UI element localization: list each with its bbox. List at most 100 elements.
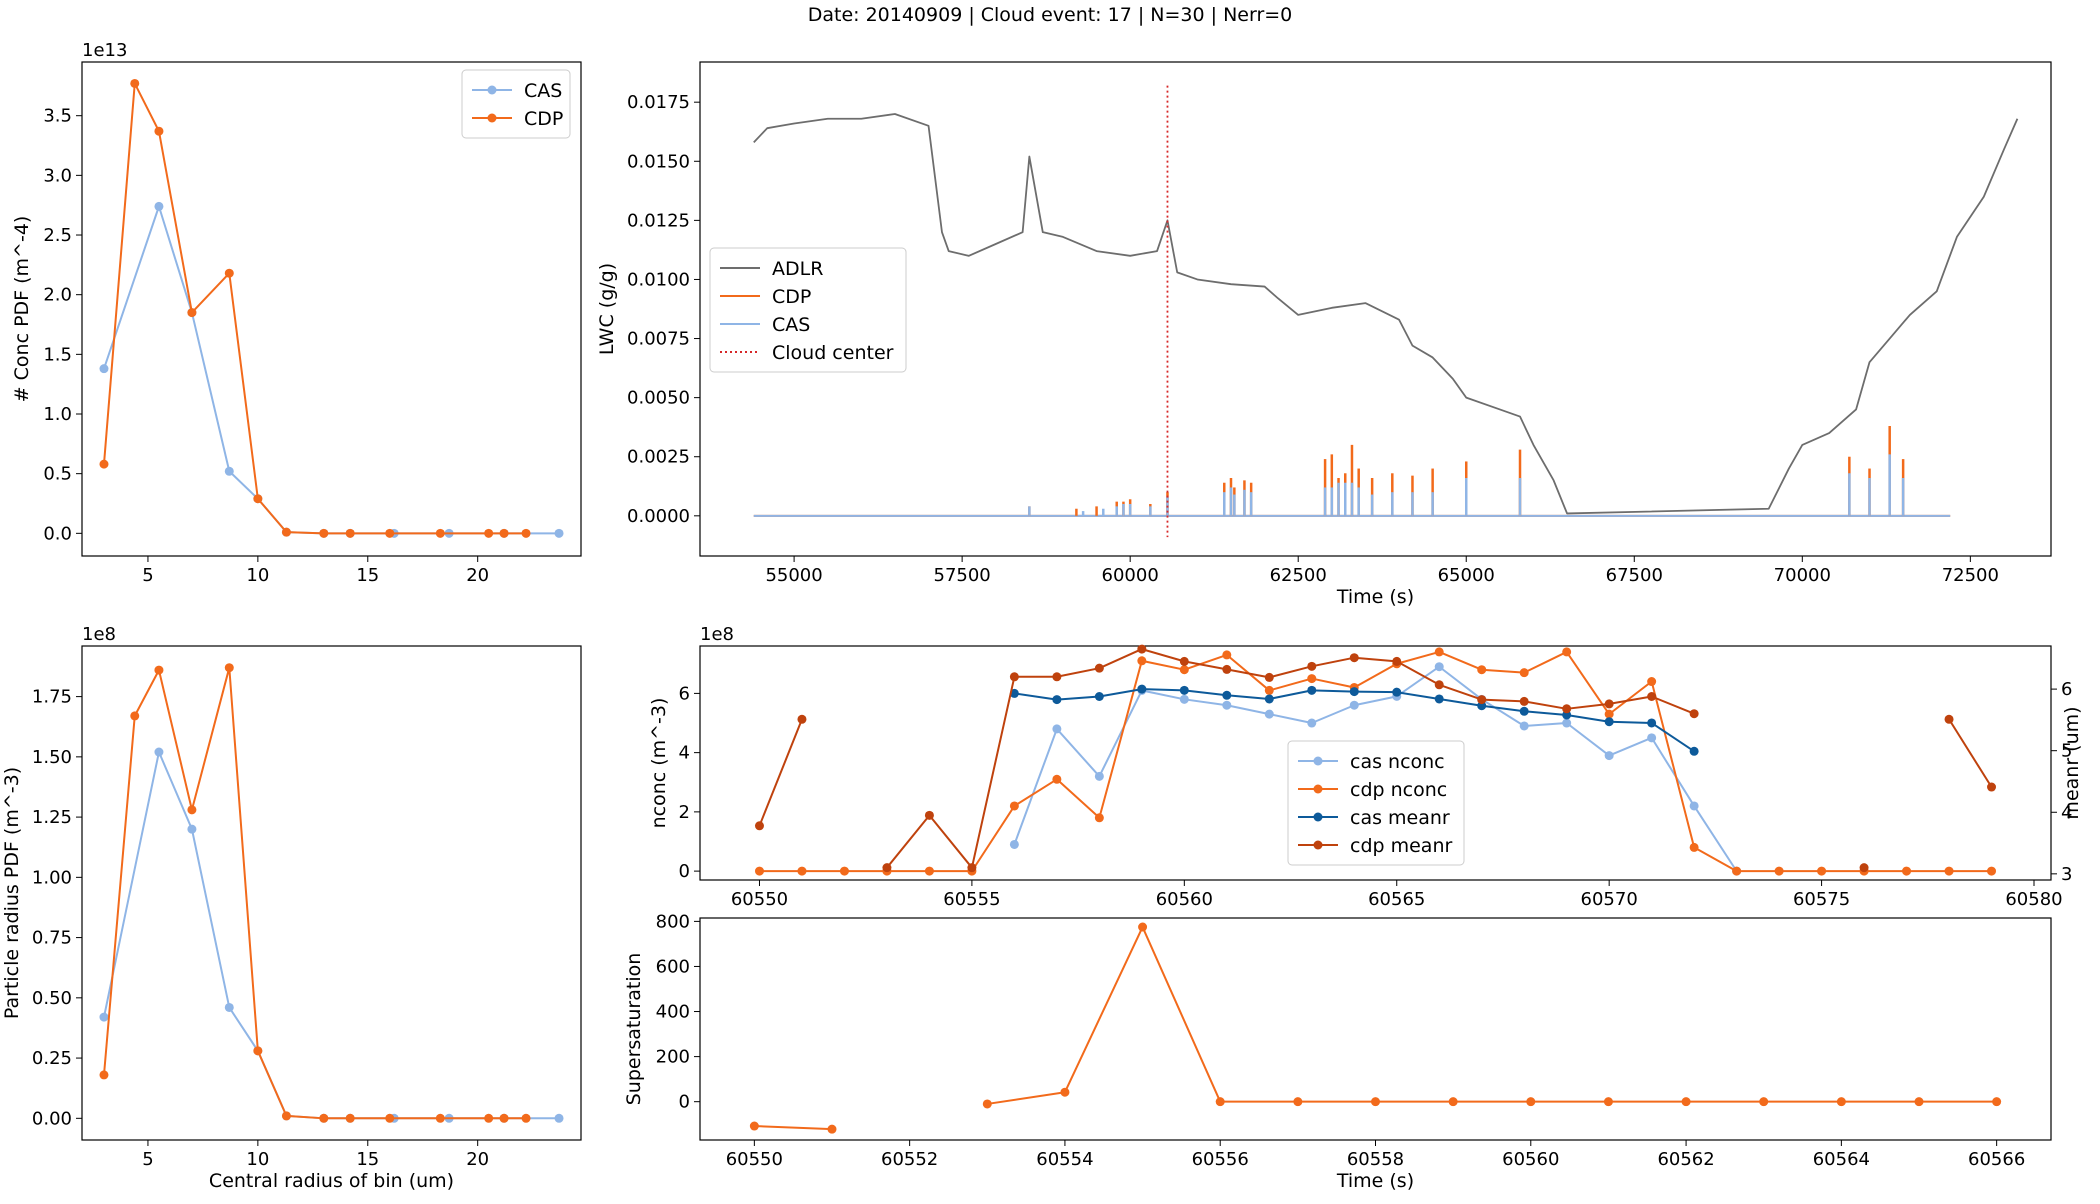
cas-nconc-point (1647, 733, 1657, 743)
cdp-nconc-point (797, 866, 807, 876)
cdp-meanr-point (1307, 661, 1317, 671)
cdp-meanr-point (1009, 672, 1019, 682)
cdp-point (99, 1070, 109, 1080)
x-tick-label: 5 (142, 1149, 153, 1170)
cdp-point (224, 268, 234, 278)
figure-title: Date: 20140909 | Cloud event: 17 | N=30 … (808, 4, 1293, 26)
cdp-nconc-point (1264, 685, 1274, 695)
y-axis-label: nconc (m^-3) (648, 698, 670, 829)
cas-meanr-point (1264, 694, 1274, 704)
cas-meanr-point (1434, 694, 1444, 704)
x-tick-label: 15 (356, 1149, 379, 1170)
cdp-meanr-point (882, 863, 892, 873)
cas-meanr-point (1604, 717, 1614, 727)
y-tick-label: 0.0125 (627, 210, 690, 231)
y-tick-label: 0.00 (32, 1108, 72, 1129)
y-tick-label: 3.5 (43, 106, 72, 127)
nconc-meanr-panel: 60550 60555 60560 60565 60570 60575 605800246n… (648, 624, 2083, 910)
supersaturation-point (1293, 1097, 1303, 1107)
legend-marker (1313, 840, 1323, 850)
cdp-point (435, 1113, 445, 1123)
cdp-nconc-point (1689, 842, 1699, 852)
legend-label: Cloud center (772, 342, 894, 364)
cas-line (103, 751, 560, 1120)
cas-nconc-point (1222, 700, 1232, 710)
y-tick-label: 0.0050 (627, 388, 690, 409)
x-tick-label: 60555 (943, 889, 1000, 910)
cdp-nconc-point (1732, 866, 1742, 876)
cdp-meanr-point (1477, 695, 1487, 705)
cas-nconc-point (1307, 718, 1317, 728)
lwc-panel: 55000 57500 60000 62500 65000 67500 70000 72500… (596, 61, 2052, 608)
axis-offset-text: 1e8 (82, 624, 116, 645)
x-axis-label: Central radius of bin (um) (209, 1170, 454, 1192)
legend-box (709, 247, 907, 373)
right-tick-label: 6 (2061, 679, 2072, 700)
cdp-nconc-point (1987, 866, 1997, 876)
legend-label: CDP (524, 108, 563, 130)
cdp-meanr-point (924, 810, 934, 820)
cdp-meanr-point (1137, 644, 1147, 654)
cdp-meanr-line (758, 718, 803, 827)
supersaturation-point (1992, 1097, 2002, 1107)
y-tick-label: 0.0100 (627, 269, 690, 290)
cas-point (224, 1002, 234, 1012)
cas-line (103, 205, 560, 535)
cas-nconc-point (1009, 839, 1019, 849)
cas-meanr-point (1179, 685, 1189, 695)
y-tick-label: 400 (656, 1002, 690, 1023)
y-tick-label: 2 (679, 802, 690, 823)
x-tick-label: 60570 (1581, 889, 1638, 910)
cdp-point (499, 1113, 509, 1123)
cdp-meanr-point (1179, 656, 1189, 666)
cdp-point (281, 527, 291, 537)
x-tick-label: 60550 (731, 889, 788, 910)
right-tick-label: 3 (2061, 864, 2072, 885)
radius-pdf-panel: 5 10 15 20 0.00 0.25 0.50 0.75 1.00 1.25 1.50 1.75 C… (1, 624, 582, 1192)
right-tick-label: 5 (2061, 741, 2072, 762)
legend-label: ADLR (772, 258, 823, 280)
supersaturation-line (754, 1125, 833, 1131)
cas-point (154, 747, 164, 757)
x-tick-label: 67500 (1606, 565, 1663, 586)
cas-meanr-point (1477, 701, 1487, 711)
supersaturation-point (982, 1099, 992, 1109)
y-tick-label: 600 (656, 956, 690, 977)
x-tick-label: 60565 (1368, 889, 1425, 910)
cdp-meanr-point (1222, 664, 1232, 674)
cdp-point (187, 308, 197, 318)
y-tick-label: 1.00 (32, 867, 72, 888)
x-tick-label: 60562 (1657, 1149, 1714, 1170)
x-tick-label: 60566 (1968, 1149, 2025, 1170)
y-tick-label: 0.5 (43, 464, 72, 485)
x-tick-label: 70000 (1774, 565, 1831, 586)
y-tick-label: 1.25 (32, 807, 72, 828)
y-tick-label: 1.75 (32, 687, 72, 708)
axis-offset-text: 1e8 (700, 624, 734, 645)
cdp-nconc-point (1179, 665, 1189, 675)
cas-point (99, 1012, 109, 1022)
y-tick-label: 2.5 (43, 225, 72, 246)
cdp-meanr-point (1392, 656, 1402, 666)
x-tick-label: 65000 (1438, 565, 1495, 586)
cas-point (224, 466, 234, 476)
cas-meanr-point (1349, 687, 1359, 697)
cdp-nconc-point (839, 866, 849, 876)
supersaturation-point (1759, 1097, 1769, 1107)
cdp-point (253, 1046, 263, 1056)
cdp-line (102, 82, 527, 535)
x-tick-label: 72500 (1942, 565, 1999, 586)
cdp-nconc-point (1944, 866, 1954, 876)
cdp-meanr-point (1094, 663, 1104, 673)
cdp-meanr-point (1647, 691, 1657, 701)
cdp-point (484, 1113, 494, 1123)
cdp-point (281, 1111, 291, 1121)
supersaturation-point (1371, 1097, 1380, 1107)
cdp-point (319, 528, 329, 538)
cas-nconc-point (1519, 721, 1529, 731)
cdp-nconc-point (1434, 647, 1444, 657)
x-tick-label: 60556 (1192, 1149, 1249, 1170)
x-tick-label: 5 (142, 565, 153, 586)
